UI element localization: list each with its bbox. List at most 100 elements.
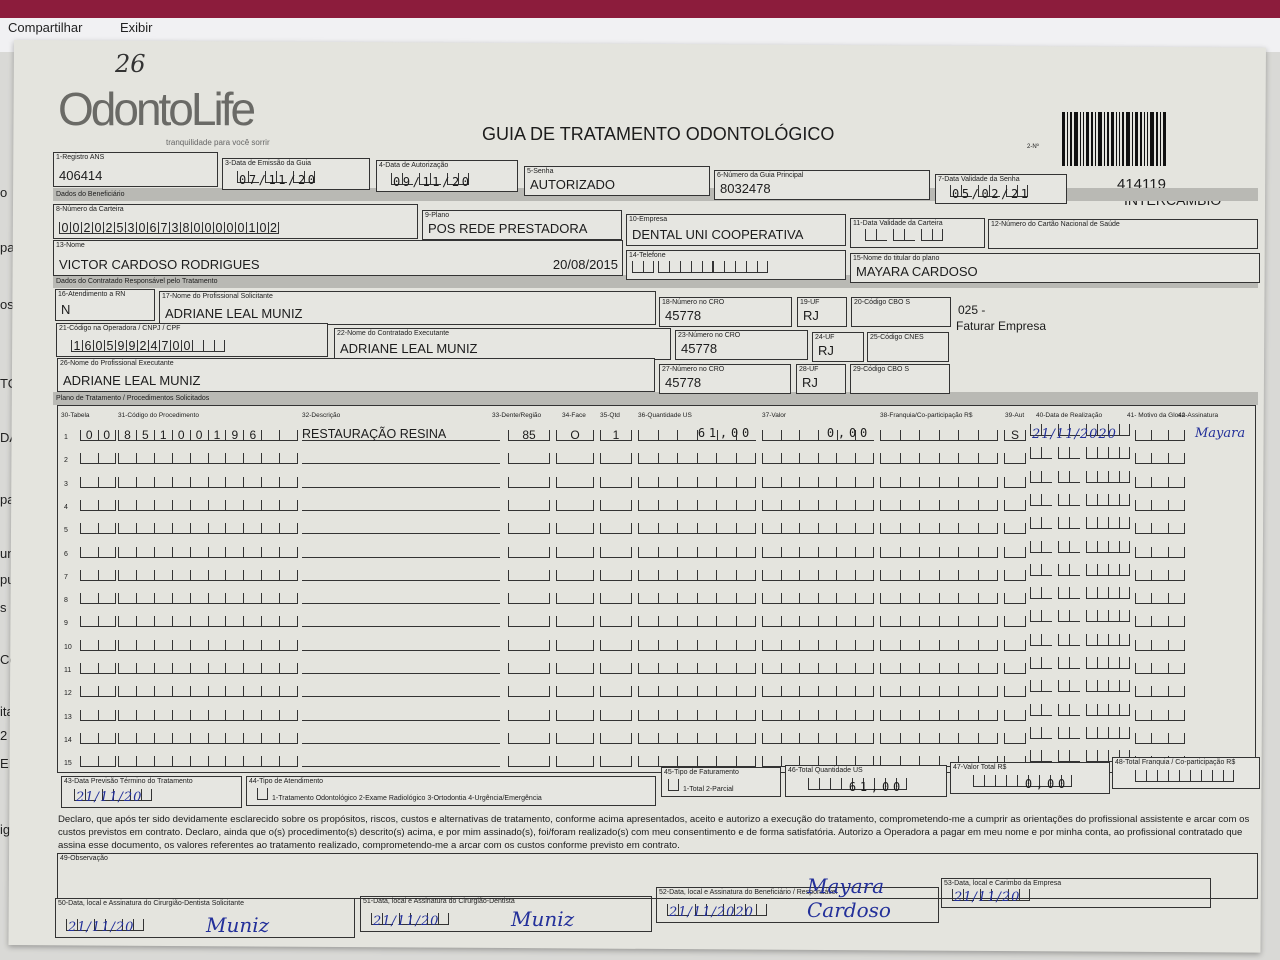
cell-data[interactable]: // — [1030, 563, 1130, 581]
cell-aut[interactable] — [1004, 616, 1026, 628]
cell-dente[interactable] — [508, 453, 550, 465]
f53-value[interactable]: //21/11/20 — [952, 889, 1030, 904]
cell-data[interactable]: // — [1030, 703, 1130, 721]
cell-valor[interactable] — [762, 499, 874, 511]
menu-compartilhar[interactable]: Compartilhar — [8, 20, 83, 35]
f14-value[interactable] — [632, 261, 768, 276]
cell-data[interactable]: // — [1030, 516, 1130, 534]
cell-franquia[interactable] — [880, 430, 998, 441]
cell-descricao[interactable] — [302, 474, 500, 488]
cell-franquia[interactable] — [880, 593, 998, 605]
cell-dente[interactable] — [508, 476, 550, 488]
cell-valor[interactable] — [762, 616, 874, 628]
cell-franquia[interactable] — [880, 732, 998, 744]
cell-tabela[interactable] — [80, 593, 116, 605]
cell-descricao[interactable] — [302, 450, 500, 465]
cell-descricao[interactable] — [302, 567, 500, 581]
cell-face[interactable] — [556, 593, 594, 605]
cell-face[interactable] — [556, 546, 594, 558]
cell-face[interactable] — [556, 686, 594, 698]
f45-value[interactable]: 1-Total 2-Parcial — [668, 779, 734, 793]
cell-valor[interactable] — [762, 593, 874, 605]
cell-face[interactable] — [556, 453, 594, 465]
sidebar-item[interactable]: o — [0, 185, 8, 200]
sidebar-item[interactable]: os — [0, 297, 14, 312]
cell-tabela[interactable] — [80, 639, 116, 651]
f24-value[interactable]: RJ — [818, 343, 834, 358]
cell-glosa[interactable] — [1135, 453, 1185, 465]
cell-tabela[interactable] — [80, 453, 116, 465]
cell-descricao[interactable]: RESTAURAÇÃO RESINA — [302, 427, 500, 441]
cell-tabela[interactable] — [80, 476, 116, 488]
cell-descricao[interactable] — [302, 730, 500, 744]
sidebar-item[interactable]: s — [0, 600, 7, 615]
cell-qtd_us[interactable] — [638, 593, 756, 605]
cell-valor[interactable] — [762, 476, 874, 488]
cell-aut[interactable] — [1004, 499, 1026, 511]
cell-data[interactable]: // — [1030, 446, 1130, 464]
cell-dente[interactable] — [508, 593, 550, 605]
cell-qtd_us[interactable]: 61,00 — [638, 427, 756, 441]
cell-codigo[interactable] — [118, 546, 299, 558]
cell-face[interactable] — [556, 663, 594, 674]
cell-franquia[interactable] — [880, 476, 998, 488]
cell-descricao[interactable] — [302, 613, 500, 628]
f9-value[interactable]: POS REDE PRESTADORA — [428, 221, 588, 236]
cell-valor[interactable] — [762, 453, 874, 465]
cell-data[interactable]: // — [1030, 749, 1130, 767]
cell-qtd[interactable] — [600, 663, 632, 674]
cell-valor[interactable] — [762, 709, 874, 721]
f52-value[interactable]: //21/11/2020 — [667, 904, 767, 919]
cell-qtd_us[interactable] — [638, 523, 756, 535]
cell-glosa[interactable] — [1135, 569, 1185, 581]
cell-descricao[interactable] — [302, 753, 500, 768]
cell-codigo[interactable] — [118, 453, 299, 465]
f16-value[interactable]: N — [61, 302, 71, 317]
cell-aut[interactable]: S — [1004, 429, 1026, 441]
cell-tabela[interactable] — [80, 686, 116, 698]
cell-glosa[interactable] — [1135, 732, 1185, 744]
cell-franquia[interactable] — [880, 616, 998, 628]
cell-franquia[interactable] — [880, 453, 998, 465]
cell-glosa[interactable] — [1135, 523, 1185, 535]
cell-dente[interactable] — [508, 569, 550, 581]
f48-value[interactable] — [1135, 770, 1234, 785]
cell-codigo[interactable] — [118, 756, 299, 768]
cell-qtd[interactable] — [600, 499, 632, 511]
cell-qtd_us[interactable] — [638, 639, 756, 651]
cell-valor[interactable]: 0,00 — [762, 427, 874, 441]
cell-franquia[interactable] — [880, 663, 998, 674]
cell-aut[interactable] — [1004, 523, 1026, 535]
f47-value[interactable]: 0,00 — [973, 775, 1072, 790]
cell-franquia[interactable] — [880, 686, 998, 698]
cell-face[interactable] — [556, 616, 594, 628]
f1-value[interactable]: 406414 — [59, 168, 103, 183]
cell-qtd[interactable] — [600, 569, 632, 581]
cell-valor[interactable] — [762, 546, 874, 558]
cell-qtd[interactable]: 1 — [600, 429, 632, 441]
cell-qtd[interactable] — [600, 756, 632, 768]
cell-qtd_us[interactable] — [638, 709, 756, 721]
f6-value[interactable]: 8032478 — [720, 181, 771, 196]
cell-aut[interactable] — [1004, 593, 1026, 605]
cell-face[interactable] — [556, 476, 594, 488]
f19-value[interactable]: RJ — [803, 308, 819, 323]
cell-aut[interactable] — [1004, 453, 1026, 465]
cell-dente[interactable] — [508, 756, 550, 768]
cell-franquia[interactable] — [880, 499, 998, 511]
cell-face[interactable] — [556, 732, 594, 744]
cell-tabela[interactable] — [80, 523, 116, 535]
cell-valor[interactable] — [762, 686, 874, 698]
cell-valor[interactable] — [762, 732, 874, 744]
cell-qtd_us[interactable] — [638, 616, 756, 628]
cell-qtd[interactable] — [600, 732, 632, 744]
cell-codigo[interactable] — [118, 732, 299, 744]
cell-face[interactable]: O — [556, 429, 594, 441]
cell-face[interactable] — [556, 569, 594, 581]
cell-qtd_us[interactable] — [638, 476, 756, 488]
f22-value[interactable]: ADRIANE LEAL MUNIZ — [340, 341, 478, 356]
cell-dente[interactable] — [508, 499, 550, 511]
